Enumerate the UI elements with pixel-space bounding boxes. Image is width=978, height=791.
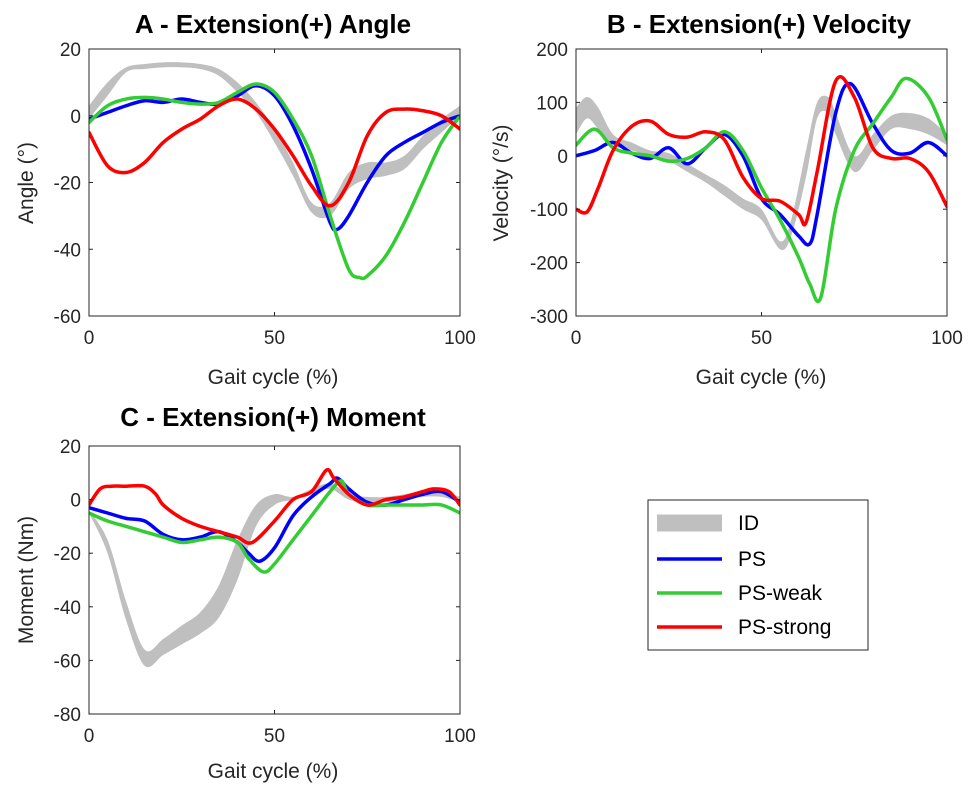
panel-c-ytick-label: 20: [60, 437, 81, 458]
panel-b-ytick-label: 0: [557, 147, 568, 168]
panel-b-title: B - Extension(+) Velocity: [607, 9, 912, 39]
panel-b-ytick-label: -200: [530, 254, 568, 275]
panel-b-series-ps: [576, 81, 947, 247]
panel-b-ytick-label: 200: [536, 40, 568, 61]
panel-a-xtick-label: 50: [264, 328, 285, 349]
legend-label-id: ID: [738, 512, 759, 535]
panel-c-ytick-label: -60: [54, 651, 81, 672]
panel-b-axes-box: [575, 48, 948, 317]
panel-a-ytick-label: -40: [54, 240, 81, 261]
panel-b-ytick-label: -100: [530, 200, 568, 221]
panel-b-series-ps-strong: [576, 74, 947, 227]
panel-a-ytick-label: 0: [70, 107, 81, 128]
panel-a-xlabel: Gait cycle (%): [208, 366, 339, 389]
legend: ID PS PS-weak PS-strong: [647, 499, 869, 651]
panel-a-ytick-label: -20: [54, 174, 81, 195]
panel-c-data: [89, 467, 460, 668]
panel-b-plot: 0 50 100 200 100 0 -100 -200 -300: [530, 40, 963, 349]
panel-c-xtick-label: 0: [84, 726, 95, 747]
panel-a-band-id: [89, 62, 460, 219]
panel-c-xlabel: Gait cycle (%): [208, 760, 339, 783]
panel-a-ylabel: Angle (°): [15, 142, 38, 224]
panel-a-plot: 0 50 100 20 0 -20 -40 -60: [54, 40, 476, 349]
legend-label-ps-weak: PS-weak: [738, 582, 823, 605]
panel-a-title: A - Extension(+) Angle: [135, 9, 411, 39]
panel-c-ylabel: Moment (Nm): [15, 516, 38, 644]
panel-a-ytick-label: -60: [54, 307, 81, 328]
panel-b: B - Extension(+) Velocity 0 50 1002001000-…: [490, 9, 963, 389]
panel-a-xtick-label: 100: [444, 328, 476, 349]
panel-c-title: C - Extension(+) Moment: [120, 402, 426, 432]
panel-b-ylabel: Velocity (°/s): [490, 125, 513, 242]
panel-c-ytick-label: -20: [54, 544, 81, 565]
panel-c: C - Extension(+) Moment 0 50 100 20 0 -20 -40 -…: [15, 402, 476, 783]
panel-b-ytick-label: 100: [536, 93, 568, 114]
panel-b-xtick-label: 50: [751, 328, 772, 349]
panel-a-series-ps-weak: [89, 82, 460, 281]
panel-c-xtick-label: 50: [264, 726, 285, 747]
panel-b-xlabel: Gait cycle (%): [696, 366, 827, 389]
panel-c-ytick-label: -80: [54, 705, 81, 726]
panel-a-series-ps-strong: [89, 97, 460, 208]
panel-b-band-id: [576, 95, 947, 251]
panel-c-series-ps-strong: [89, 467, 460, 545]
panel-b-ytick-label: -300: [530, 307, 568, 328]
legend-label-ps: PS: [738, 548, 766, 571]
legend-label-ps-strong: PS-strong: [738, 616, 831, 639]
panel-c-ytick-label: 0: [70, 491, 81, 512]
panel-b-data: [576, 74, 947, 304]
panel-a-ytick-label: 20: [60, 40, 81, 61]
panel-c-plot: 0 50 100 20 0 -20 -40 -60 -80: [54, 437, 476, 747]
panel-a-data: [89, 62, 460, 281]
panel-b-series-ps-weak: [576, 76, 947, 304]
panel-a-xtick-label: 0: [84, 328, 95, 349]
panel-c-ytick-label: -40: [54, 598, 81, 619]
panel-a: A - Extension(+) Angle 0 50 100 20 0 -20 -40 -6…: [15, 9, 476, 389]
panel-c-series-ps-weak: [89, 479, 460, 574]
panel-c-xtick-label: 100: [444, 726, 476, 747]
panel-a-series-ps: [89, 83, 460, 232]
panel-b-xtick-label: 100: [931, 328, 963, 349]
panel-c-band-id: [89, 483, 460, 668]
panel-a-axes-box: [88, 48, 461, 317]
panel-b-xtick-label: 0: [571, 328, 582, 349]
